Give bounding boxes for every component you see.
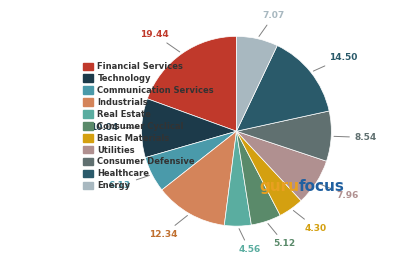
Wedge shape [237,111,331,161]
Text: guru: guru [259,179,299,194]
Wedge shape [237,131,280,225]
Wedge shape [142,99,237,158]
Text: 12.34: 12.34 [150,216,188,239]
Text: 7.96: 7.96 [319,184,358,200]
Text: 19.44: 19.44 [140,30,180,52]
Text: 8.54: 8.54 [334,133,377,142]
Text: 10.04: 10.04 [90,123,139,132]
Wedge shape [162,131,237,225]
Wedge shape [224,131,252,226]
Wedge shape [147,36,237,131]
Text: focus: focus [299,179,345,194]
Text: 14.50: 14.50 [313,53,358,71]
Wedge shape [237,36,277,131]
Wedge shape [237,131,327,201]
Text: 5.12: 5.12 [268,223,296,248]
Text: 7.07: 7.07 [259,11,285,36]
Legend: Financial Services, Technology, Communication Services, Industrials, Real Estate: Financial Services, Technology, Communic… [81,60,216,193]
Text: 6.13: 6.13 [109,175,150,190]
Wedge shape [145,131,237,190]
Text: 4.30: 4.30 [293,210,327,233]
Wedge shape [237,131,301,216]
Wedge shape [237,46,329,131]
Text: 4.56: 4.56 [238,229,261,254]
